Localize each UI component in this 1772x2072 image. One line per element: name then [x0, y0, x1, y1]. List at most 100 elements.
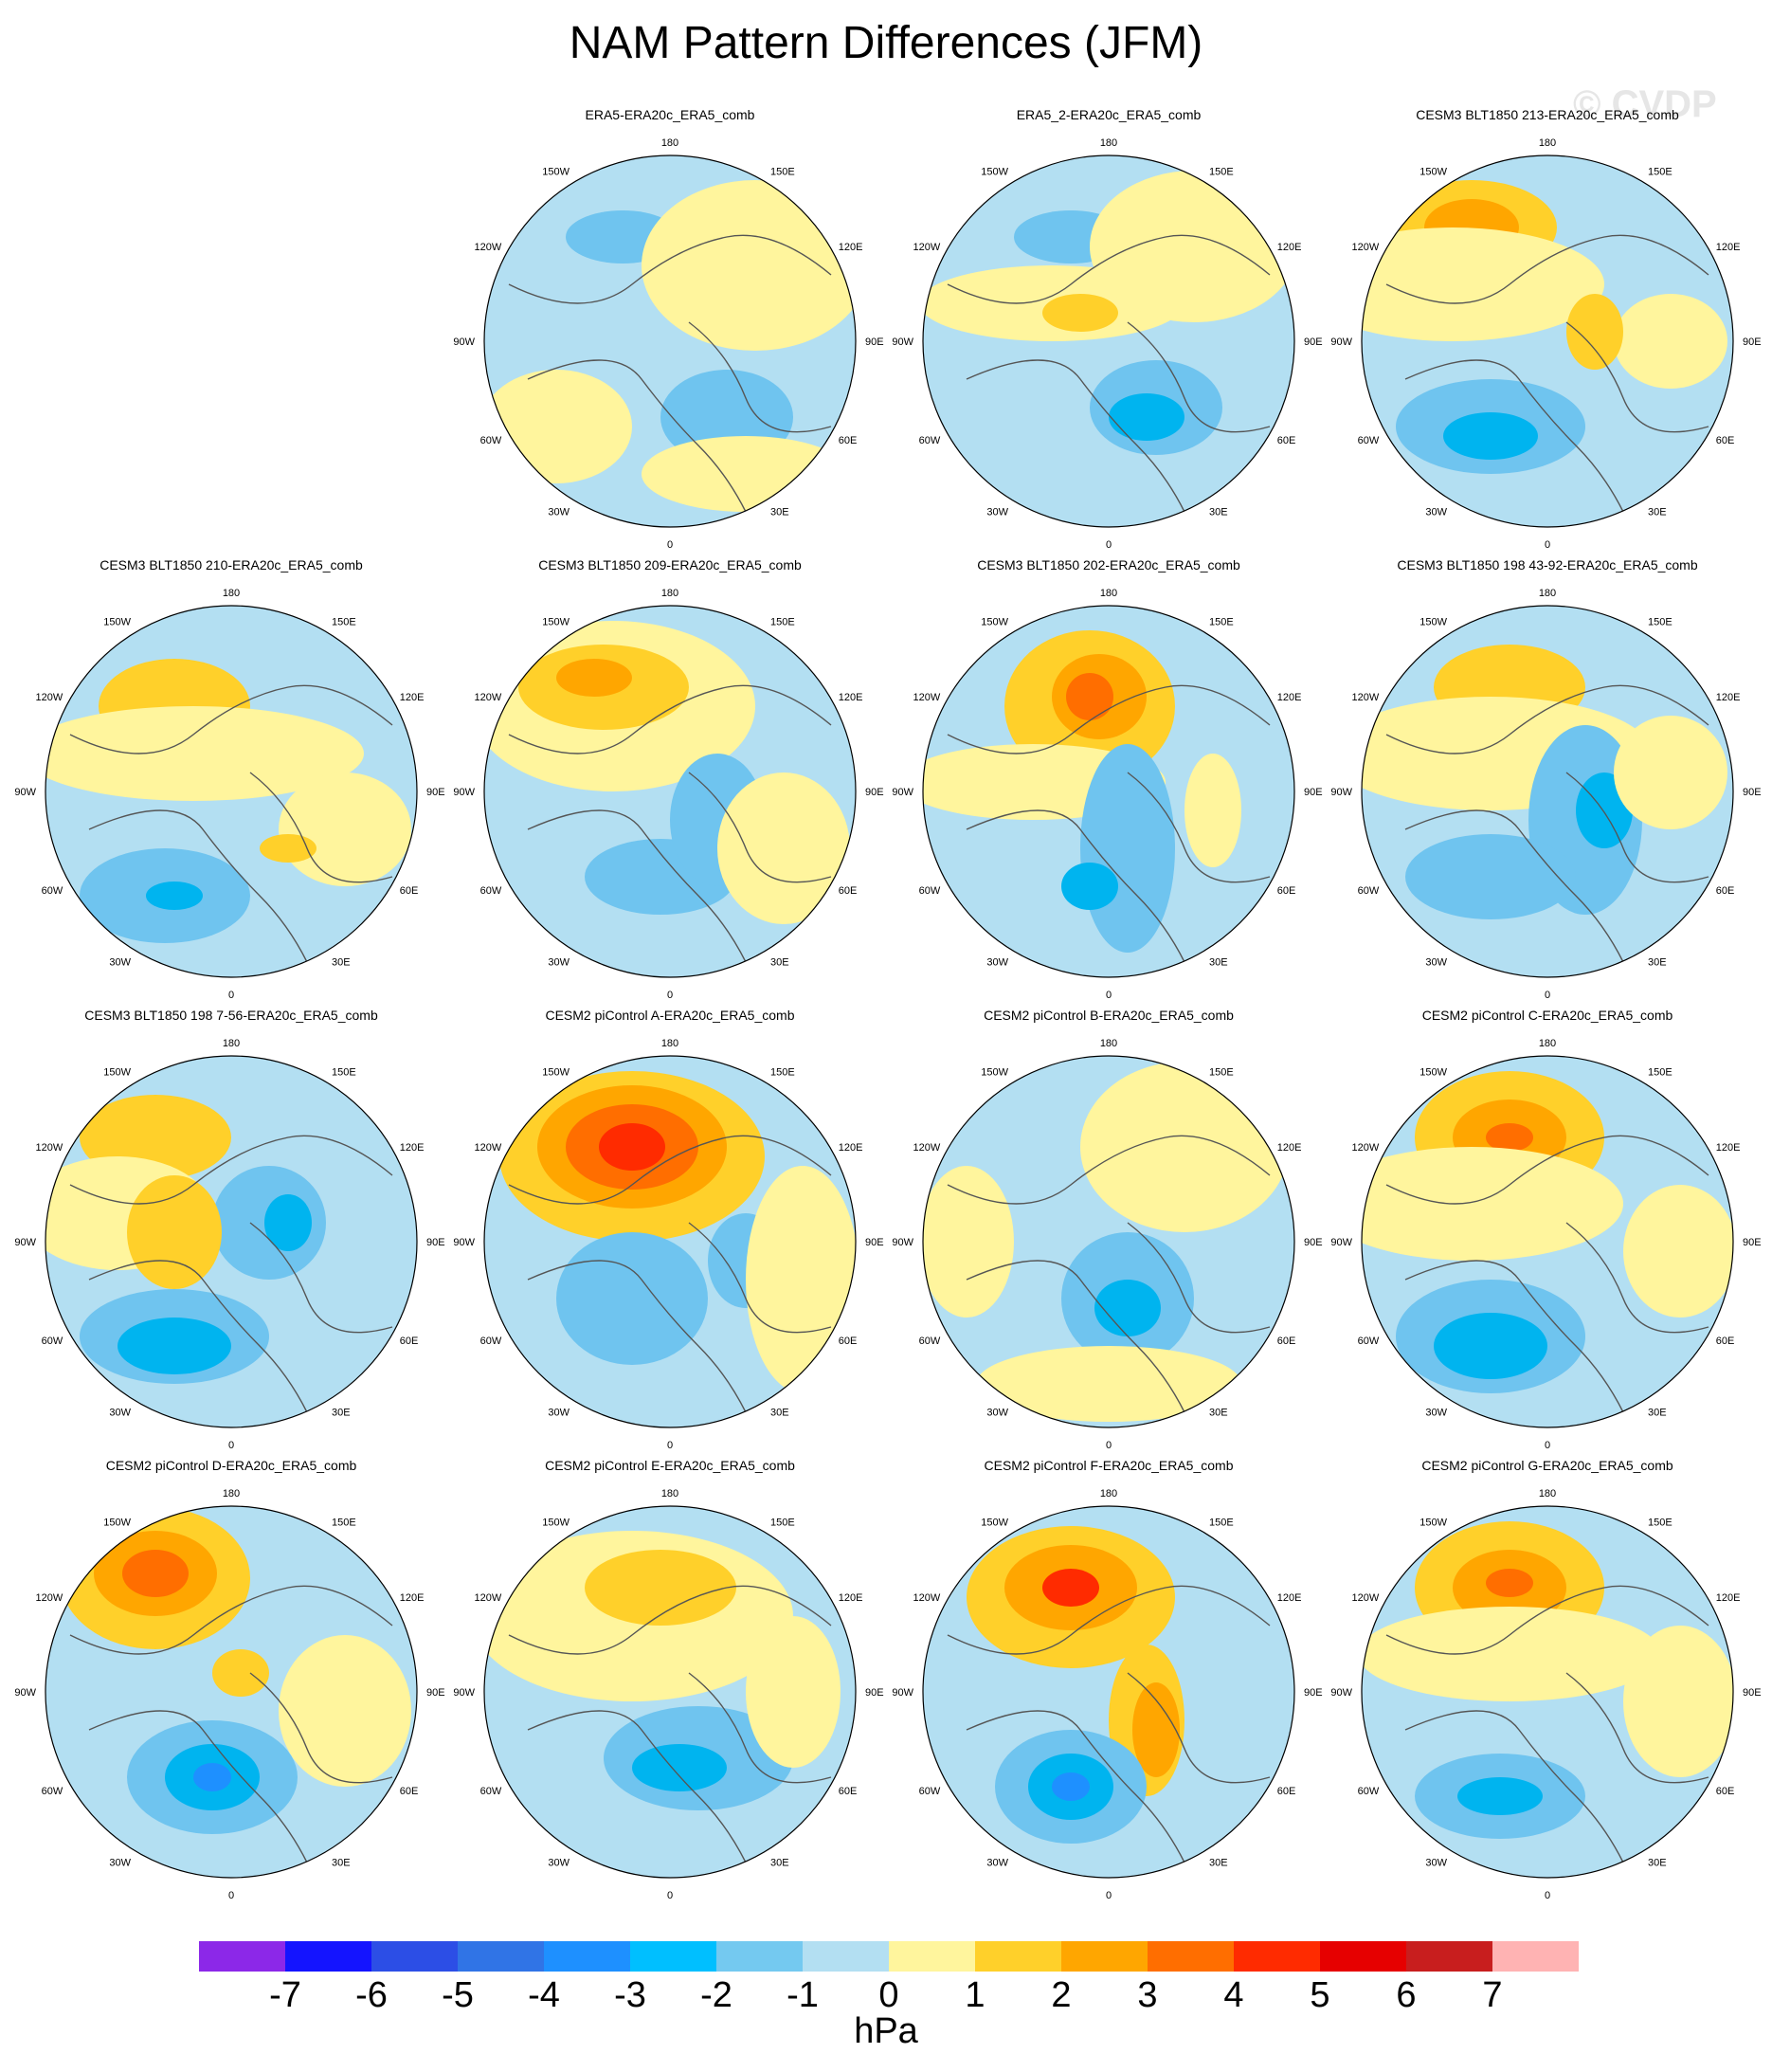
- longitude-label: 0: [1545, 1890, 1550, 1901]
- coastline: [69, 1585, 393, 1655]
- map-border: [45, 605, 418, 978]
- anomaly-contour: [556, 1232, 708, 1365]
- map-panel: CESM3 BLT1850 213-ERA20c_ERA5_comb 180 0 90…: [1330, 107, 1761, 551]
- colorbar-swatch: [630, 1941, 716, 1972]
- colorbar-tick-label: -1: [787, 1975, 819, 2015]
- map-border: [922, 1505, 1295, 1879]
- coastline: [947, 1585, 1271, 1655]
- longitude-label: 90W: [1330, 336, 1352, 348]
- longitude-label: 90W: [892, 1237, 913, 1248]
- longitude-label: 60W: [919, 885, 941, 897]
- longitude-label: 90W: [892, 1687, 913, 1699]
- map-panel: CESM3 BLT1850 209-ERA20c_ERA5_comb 180 0 90…: [453, 557, 883, 1001]
- longitude-label: 60E: [1277, 1786, 1296, 1797]
- coastline: [88, 1710, 308, 1863]
- longitude-label: 60E: [1277, 435, 1296, 446]
- colorbar-swatch: [458, 1941, 544, 1972]
- longitude-label: 90E: [1743, 1237, 1762, 1248]
- longitude-label: 60W: [42, 1336, 63, 1347]
- longitude-label: 180: [223, 1488, 240, 1499]
- longitude-label: 90W: [1330, 1687, 1352, 1699]
- longitude-label: 90E: [1304, 1237, 1323, 1248]
- colorbar-tick-label: 5: [1310, 1975, 1330, 2015]
- longitude-label: 120E: [1716, 692, 1741, 703]
- anomaly-contour: [1434, 1313, 1547, 1379]
- longitude-label: 0: [228, 990, 234, 1001]
- longitude-label: 30E: [1648, 957, 1667, 969]
- longitude-label: 180: [1539, 1038, 1556, 1049]
- colorbar-tick-label: -3: [614, 1975, 646, 2015]
- coastline: [1127, 321, 1271, 433]
- anomaly-contour: [556, 659, 632, 697]
- longitude-label: 60W: [1358, 1786, 1380, 1797]
- longitude-label: 150W: [103, 1517, 131, 1528]
- panel-title: CESM2 piControl F-ERA20c_ERA5_comb: [985, 1458, 1234, 1473]
- longitude-label: 60E: [400, 885, 419, 897]
- longitude-label: 30W: [986, 1408, 1008, 1419]
- anomaly-contour: [279, 1635, 411, 1787]
- anomaly-contour: [746, 1166, 856, 1393]
- coastline: [1565, 1222, 1709, 1334]
- map-panel: CESM2 piControl C-ERA20c_ERA5_comb 180 0 90…: [1330, 1008, 1762, 1451]
- map-panel: ERA5_2-ERA20c_ERA5_comb 180 0 90W 90E 150W 150…: [892, 107, 1322, 551]
- colorbar-tick-label: 6: [1396, 1975, 1417, 2015]
- coastline: [88, 1260, 308, 1413]
- longitude-label: 90E: [1743, 1687, 1762, 1699]
- anomaly-contour: [923, 1166, 1014, 1318]
- anomaly-contour: [1042, 1569, 1099, 1607]
- longitude-label: 120W: [475, 692, 502, 703]
- longitude-label: 120E: [1277, 1592, 1302, 1604]
- longitude-label: 90W: [453, 787, 475, 798]
- coastline: [1385, 684, 1709, 754]
- longitude-label: 90E: [1304, 1687, 1323, 1699]
- panel-title: ERA5-ERA20c_ERA5_comb: [586, 107, 755, 122]
- longitude-label: 120W: [1352, 1142, 1380, 1154]
- coastline: [1385, 1135, 1709, 1205]
- longitude-label: 120W: [475, 1592, 502, 1604]
- coastline: [688, 772, 832, 883]
- colorbar-swatch: [1492, 1941, 1579, 1972]
- colorbar-swatch: [803, 1941, 889, 1972]
- coastline: [508, 1135, 832, 1205]
- colorbar-swatch: [285, 1941, 371, 1972]
- longitude-label: 180: [661, 1488, 678, 1499]
- colorbar-swatch: [199, 1941, 285, 1972]
- longitude-label: 150W: [542, 1517, 570, 1528]
- longitude-label: 90W: [1330, 1237, 1352, 1248]
- longitude-label: 30W: [109, 1858, 131, 1869]
- longitude-label: 150E: [1648, 1066, 1673, 1078]
- anomaly-contour: [1443, 412, 1538, 460]
- coastline: [88, 809, 308, 963]
- longitude-label: 150W: [1419, 1066, 1447, 1078]
- longitude-label: 30W: [109, 957, 131, 969]
- longitude-label: 120E: [1716, 242, 1741, 253]
- longitude-label: 30E: [1648, 507, 1667, 518]
- longitude-label: 0: [228, 1440, 234, 1451]
- longitude-label: 90W: [453, 1237, 475, 1248]
- longitude-label: 120E: [1277, 1142, 1302, 1154]
- map-border: [922, 154, 1295, 528]
- anomaly-contour: [1486, 1123, 1533, 1152]
- longitude-label: 150E: [770, 1066, 795, 1078]
- anomaly-contour: [1623, 1185, 1733, 1318]
- longitude-label: 90E: [426, 1687, 445, 1699]
- longitude-label: 180: [1100, 1038, 1117, 1049]
- coastline: [688, 1672, 832, 1784]
- panel-title: CESM2 piControl G-ERA20c_ERA5_comb: [1421, 1458, 1673, 1473]
- colorbar-tick-label: 7: [1482, 1975, 1503, 2015]
- longitude-label: 120E: [1277, 692, 1302, 703]
- map-border: [922, 605, 1295, 978]
- map-panel: CESM3 BLT1850 210-ERA20c_ERA5_comb 180 0 90…: [14, 557, 444, 1001]
- anomaly-contour: [1184, 754, 1241, 867]
- map-panel: CESM2 piControl D-ERA20c_ERA5_comb 180 0 90…: [14, 1458, 444, 1901]
- map-border: [483, 1055, 857, 1428]
- longitude-label: 180: [1539, 588, 1556, 599]
- longitude-label: 150W: [981, 1066, 1008, 1078]
- longitude-label: 120W: [36, 1142, 63, 1154]
- map-panel: CESM3 BLT1850 198 7-56-ERA20c_ERA5_comb 1…: [14, 1008, 444, 1451]
- panel-title: CESM2 piControl B-ERA20c_ERA5_comb: [984, 1008, 1234, 1023]
- panel-title: CESM2 piControl C-ERA20c_ERA5_comb: [1422, 1008, 1673, 1023]
- longitude-label: 0: [1106, 539, 1112, 551]
- longitude-label: 180: [1539, 1488, 1556, 1499]
